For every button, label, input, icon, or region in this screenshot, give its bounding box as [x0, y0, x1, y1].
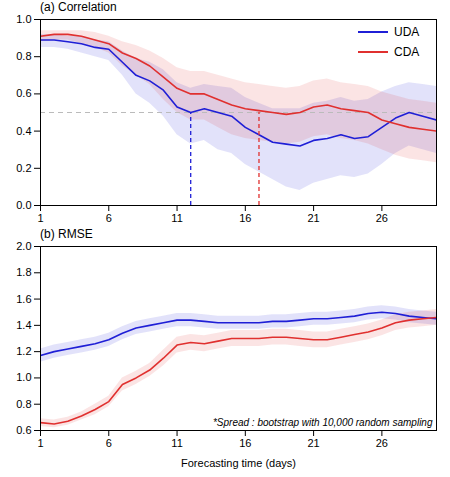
svg-text:26: 26 [376, 437, 388, 449]
svg-text:6: 6 [106, 437, 112, 449]
svg-text:26: 26 [376, 212, 388, 224]
svg-text:1.2: 1.2 [16, 345, 31, 357]
svg-text:11: 11 [171, 437, 182, 449]
svg-text:0.6: 0.6 [16, 87, 31, 99]
svg-text:Forecasting time (days): Forecasting time (days) [181, 457, 296, 469]
html-text:(a) Correlation: (a) Correlation [40, 0, 117, 14]
svg-text:1.0: 1.0 [16, 371, 31, 383]
svg-text:0.6: 0.6 [16, 424, 31, 436]
svg-text:0.8: 0.8 [16, 50, 31, 62]
svg-text:1: 1 [37, 212, 43, 224]
svg-text:1.4: 1.4 [16, 319, 31, 331]
svg-text:1.6: 1.6 [16, 293, 31, 305]
svg-text:*Spread : bootstrap with 10,00: *Spread : bootstrap with 10,000 random s… [213, 417, 433, 428]
html-text:CDA: CDA [394, 45, 420, 59]
svg-text:0.8: 0.8 [16, 398, 31, 410]
svg-text:0.2: 0.2 [16, 162, 31, 174]
svg-text:21: 21 [307, 212, 319, 224]
svg-text:0.0: 0.0 [16, 199, 31, 211]
svg-text:6: 6 [106, 212, 112, 224]
html-text:UDA: UDA [394, 25, 420, 39]
svg-text:11: 11 [171, 212, 182, 224]
svg-text:1: 1 [37, 437, 43, 449]
svg-text:2.0: 2.0 [16, 242, 31, 252]
svg-text:1.8: 1.8 [16, 266, 31, 278]
svg-text:0.4: 0.4 [16, 125, 31, 137]
html-text:(b) RMSE: (b) RMSE [40, 227, 93, 241]
svg-text:21: 21 [307, 437, 319, 449]
svg-text:1.0: 1.0 [16, 15, 31, 25]
svg-text:16: 16 [239, 437, 251, 449]
svg-text:16: 16 [239, 212, 251, 224]
